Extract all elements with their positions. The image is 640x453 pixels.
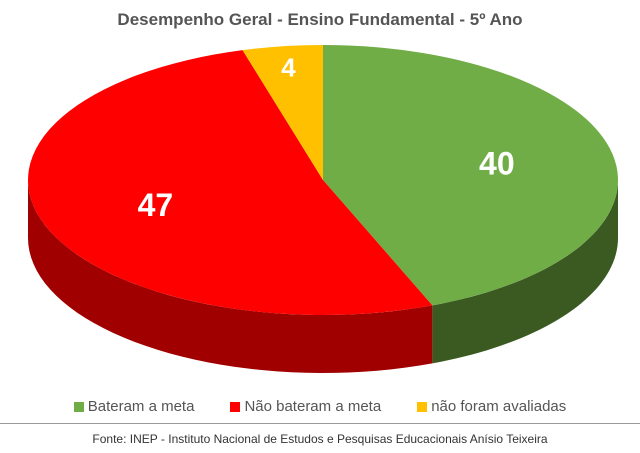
source-note: Fonte: INEP - Instituto Nacional de Estu… bbox=[92, 432, 548, 446]
legend: Bateram a meta Não bateram a meta não fo… bbox=[0, 398, 640, 415]
data-label: 47 bbox=[138, 187, 174, 223]
chart-title: Desempenho Geral - Ensino Fundamental - … bbox=[117, 10, 523, 29]
legend-swatch bbox=[417, 401, 428, 412]
pie-chart: 40 47 4 bbox=[27, 45, 618, 373]
legend-item-nao-avaliadas: não foram avaliadas bbox=[417, 398, 566, 415]
legend-label: não foram avaliadas bbox=[431, 398, 567, 415]
slice-0 bbox=[323, 45, 618, 306]
slice-2 bbox=[242, 45, 323, 180]
legend-label: Não bateram a meta bbox=[244, 398, 382, 415]
data-label: 4 bbox=[281, 52, 296, 82]
divider bbox=[0, 423, 640, 424]
legend-item-bateram: Bateram a meta bbox=[73, 398, 195, 415]
data-label: 40 bbox=[479, 146, 515, 182]
legend-label: Bateram a meta bbox=[87, 398, 195, 415]
slice-side bbox=[432, 180, 618, 364]
legend-swatch bbox=[73, 401, 84, 412]
legend-item-nao-bateram: Não bateram a meta bbox=[230, 398, 381, 415]
slice-side bbox=[28, 180, 433, 373]
slice-1 bbox=[27, 50, 433, 316]
legend-swatch bbox=[230, 401, 241, 412]
